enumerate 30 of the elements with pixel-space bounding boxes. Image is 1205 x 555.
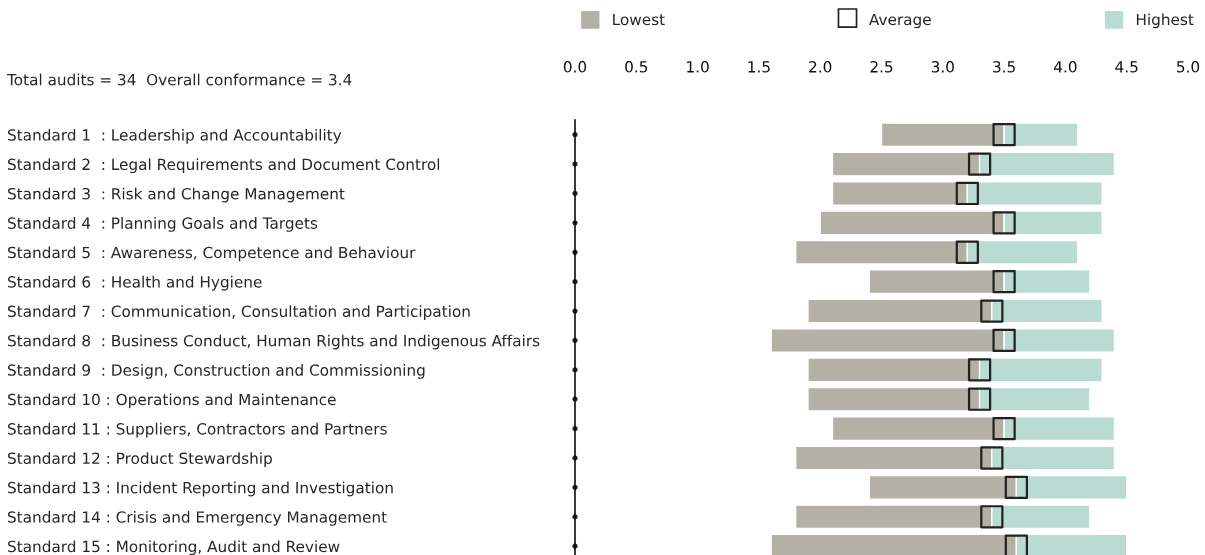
y-tick-label: Standard 4 : Planning Goals and Targets	[8, 217, 318, 232]
y-tick-label: Standard 2 : Legal Requirements and Document Control	[8, 158, 440, 174]
y-tick-label: Standard 12 : Product Stewardship	[8, 452, 272, 467]
y-tick-label: Standard 14 : Crisis and Emergency Management	[8, 510, 387, 526]
x-tick-label: 3.0	[931, 61, 954, 73]
legend-label: Highest	[1136, 13, 1194, 29]
x-tick-label: 4.5	[1115, 61, 1138, 73]
x-tick-label: 5.0	[1177, 61, 1200, 73]
legend-label: Average	[869, 13, 931, 29]
x-tick-label: 2.5	[870, 61, 893, 73]
y-tick-label: Standard 11 : Suppliers, Contractors and Partners	[8, 422, 387, 438]
y-tick-label: Standard 8 : Business Conduct, Human Rights and Indigenous Affairs	[8, 334, 540, 350]
y-tick-label: Standard 13 : Incident Reporting and Investigation	[8, 481, 393, 497]
legend-label: Lowest	[613, 13, 665, 26]
x-tick-label: 1.0	[687, 61, 709, 73]
x-tick-label: 0.0	[563, 61, 587, 73]
y-tick-label: Standard 1 : Leadership and Accountability	[8, 128, 342, 144]
y-tick-label: Standard 5 : Awareness, Competence and Behaviour	[8, 246, 416, 262]
text: Total audits = 34 Overall conformance = 3.4	[6, 73, 352, 86]
x-tick-label: 1.5	[748, 61, 770, 73]
y-tick-label: Standard 10 : Operations and Maintenance	[8, 393, 336, 409]
x-tick-label: 2.0	[809, 61, 832, 73]
y-tick-label: Standard 7 : Communication, Consultation and Participation	[8, 305, 470, 321]
x-tick-label: 0.5	[625, 61, 648, 73]
x-tick-label: 4.0	[1054, 61, 1077, 73]
y-tick-label: Standard 3 : Risk and Change Management	[8, 187, 345, 203]
x-tick-label: 3.5	[993, 61, 1015, 73]
y-tick-label: Standard 15 : Monitoring, Audit and Review	[8, 540, 340, 555]
y-tick-label: Standard 6 : Health and Hygiene	[8, 275, 262, 291]
y-tick-label: Standard 9 : Design, Construction and Commissioning	[8, 364, 425, 379]
